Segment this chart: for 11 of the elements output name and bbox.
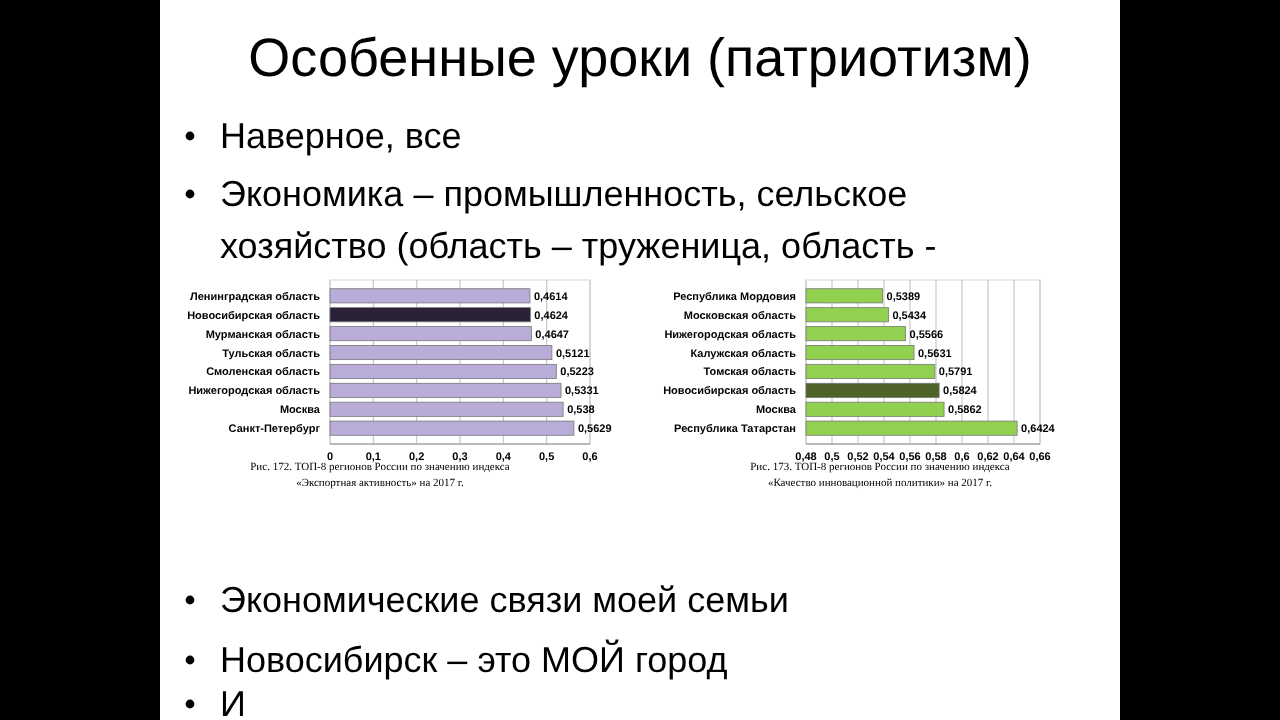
text: И [220, 684, 246, 720]
bar [329, 382, 562, 398]
text: Наверное, все [220, 116, 462, 156]
bar [329, 326, 532, 342]
chart-title: Особенные уроки (патриотизм) [248, 28, 1032, 88]
text: Экономические связи моей семьи [220, 580, 789, 620]
text: хозяйство (область – труженица, область - [220, 226, 937, 266]
text: Новосибирск – это МОЙ город [220, 638, 729, 680]
bar [329, 363, 557, 379]
text: Экономика – промышленность, сельское [220, 174, 908, 214]
bar [329, 345, 553, 361]
